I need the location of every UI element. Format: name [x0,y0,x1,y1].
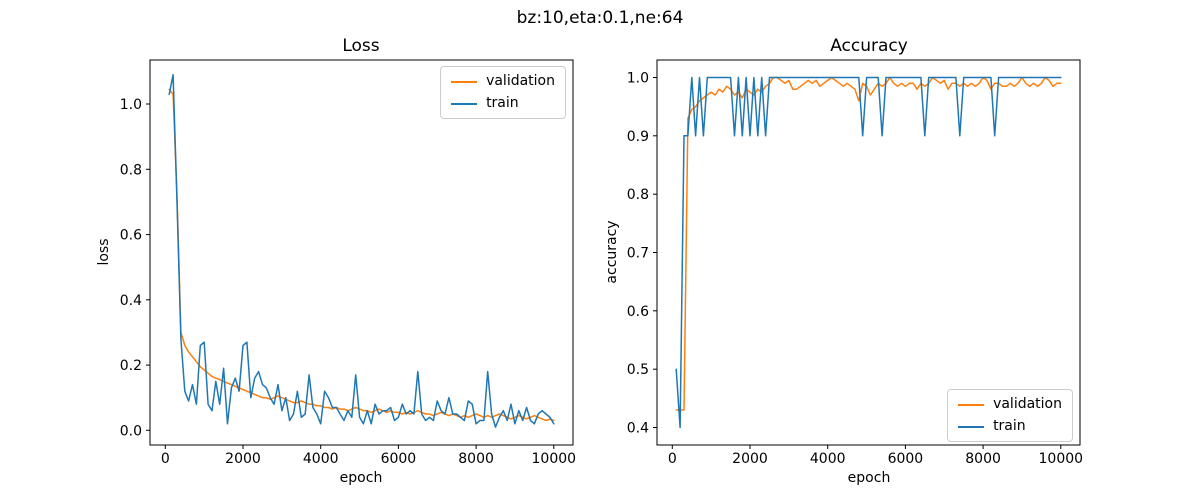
legend-label-validation: validation [993,396,1062,412]
legend-label-train: train [993,418,1026,434]
accuracy-x-tick-label: 6000 [888,451,924,467]
legend-entry-train: train [451,95,555,112]
loss-y-tick-label: 0.6 [120,228,142,244]
train-line-swatch [451,102,478,105]
accuracy-y-tick-label: 0.4 [627,421,649,437]
accuracy-x-tick-label: 8000 [965,451,1001,467]
accuracy-x-tick-label: 10000 [1039,451,1084,467]
loss-yaxis-label: loss [96,238,112,266]
train-line-swatch [958,425,985,428]
legend-entry-validation: validation [451,73,555,90]
accuracy-axes-frame [656,59,1081,446]
loss-axes-frame [149,59,574,446]
loss-x-tick-label: 4000 [303,451,339,467]
loss-train-line [168,73,555,428]
figure-suptitle: bz:10,eta:0.1,ne:64 [516,8,684,28]
loss-y-tick-label: 0.0 [120,423,142,439]
accuracy-plot-title: Accuracy [830,36,908,56]
loss-plot-title: Loss [342,36,380,56]
loss-y-tick-label: 0.4 [120,293,142,309]
accuracy-x-tick-label: 0 [668,451,677,467]
validation-line-swatch [451,80,478,83]
loss-validation-line [168,88,555,422]
validation-line-swatch [958,403,985,406]
accuracy-y-tick-label: 0.7 [627,246,649,262]
loss-x-tick-label: 8000 [458,451,494,467]
legend-entry-validation: validation [958,396,1062,413]
accuracy-y-tick-label: 0.8 [627,187,649,203]
accuracy-xaxis-label: epoch [847,470,891,486]
loss-legend: validation train [440,66,566,119]
accuracy-y-tick-label: 1.0 [627,71,649,87]
legend-label-train: train [486,95,519,111]
accuracy-y-tick-label: 0.9 [627,129,649,145]
legend-entry-train: train [958,418,1062,435]
accuracy-train-line [675,76,1062,429]
legend-label-validation: validation [486,73,555,89]
accuracy-legend: validation train [947,389,1073,442]
loss-y-tick-label: 1.0 [120,97,142,113]
loss-x-tick-label: 0 [161,451,170,467]
loss-y-tick-label: 0.8 [120,162,142,178]
loss-x-tick-label: 2000 [225,451,261,467]
loss-y-tick-label: 0.2 [120,358,142,374]
loss-xaxis-label: epoch [339,470,383,486]
accuracy-yaxis-label: accuracy [604,220,620,284]
accuracy-x-tick-label: 4000 [810,451,846,467]
accuracy-x-tick-label: 2000 [732,451,768,467]
loss-x-tick-label: 6000 [381,451,417,467]
accuracy-y-tick-label: 0.6 [627,304,649,320]
loss-x-tick-label: 10000 [532,451,577,467]
accuracy-validation-line [675,76,1062,411]
accuracy-y-tick-label: 0.5 [627,362,649,378]
